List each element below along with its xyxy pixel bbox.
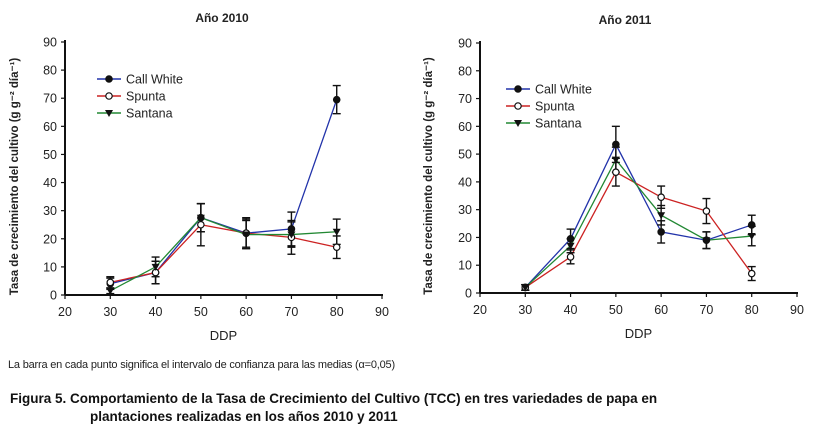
marker-filled-circle [566, 235, 575, 243]
x-tick-label: 40 [564, 303, 578, 317]
x-tick-label: 60 [239, 305, 253, 319]
marker-open-circle [105, 92, 113, 100]
chart-2011: Año 2011 0 10 20 30 40 50 60 70 80 90 20 30 40 50 60 70 8… [423, 13, 804, 341]
marker-open-circle [566, 253, 575, 261]
y-tick-label: 10 [458, 259, 472, 273]
marker-triangle-down [747, 233, 756, 241]
legend: Call White Spunta Santana [97, 73, 183, 121]
series-line-call-white [110, 99, 338, 285]
figure-caption: Figura 5. Comportamiento de la Tasa de C… [10, 390, 810, 426]
caption-line-2: plantaciones realizadas en los años 2010… [90, 409, 398, 424]
series-line-spunta [524, 171, 753, 288]
marker-triangle-down [332, 228, 341, 236]
marker-filled-circle [514, 85, 522, 93]
series-line-call-white [524, 142, 752, 288]
y-tick-label: 60 [458, 120, 472, 134]
marker-triangle-down [611, 156, 620, 164]
chart-title: Año 2011 [599, 13, 652, 27]
y-tick-label: 20 [458, 231, 472, 245]
marker-triangle-down [105, 110, 113, 117]
y-tick-label: 90 [43, 36, 57, 50]
legend-label: Santana [126, 107, 173, 121]
marker-open-circle [702, 207, 711, 215]
chart-title: Año 2010 [195, 11, 249, 25]
x-tick-label: 30 [518, 303, 532, 317]
x-tick-label: 90 [375, 305, 389, 319]
chart-2010: Año 2010 0 10 20 30 40 50 60 70 80 90 20 30 40 50 60 70 8… [9, 11, 389, 343]
marker-open-circle [332, 243, 341, 252]
marker-open-circle [514, 102, 522, 110]
x-tick-label: 50 [194, 305, 208, 319]
y-axis-label: Tasa de crecimiento del cultivo (g g⁻² d… [9, 58, 21, 296]
y-tick-label: 90 [458, 37, 472, 51]
marker-triangle-down [514, 120, 522, 127]
marker-triangle-down [242, 231, 251, 239]
marker-open-circle [657, 193, 665, 201]
confidence-interval-note: La barra en cada punto significa el inte… [8, 359, 395, 371]
legend-label: Santana [535, 117, 582, 131]
x-tick-label: 50 [609, 303, 623, 317]
marker-filled-circle [332, 95, 341, 104]
series-line-santana [524, 158, 752, 288]
marker-open-circle [106, 278, 115, 287]
y-tick-label: 10 [43, 260, 57, 274]
marker-triangle-down [151, 263, 160, 271]
x-tick-label: 90 [790, 303, 804, 317]
marker-triangle-down [566, 242, 575, 250]
y-tick-label: 0 [465, 287, 472, 301]
y-tick-label: 0 [50, 289, 57, 303]
x-tick-label: 20 [58, 305, 72, 319]
marker-filled-circle [105, 75, 113, 83]
legend-label: Call White [535, 83, 592, 97]
y-axis-label: Tasa de crecimiento del cultivo (g g⁻² d… [423, 57, 435, 295]
y-tick-label: 50 [43, 148, 57, 162]
y-tick-label: 30 [43, 204, 57, 218]
marker-open-circle [197, 220, 205, 229]
marker-triangle-down [657, 212, 666, 220]
marker-open-circle [612, 168, 620, 176]
y-tick-label: 40 [458, 175, 472, 189]
x-axis-label: DDP [210, 328, 237, 343]
x-tick-label: 20 [473, 303, 487, 317]
marker-triangle-down [702, 237, 711, 245]
caption-line-1: Figura 5. Comportamiento de la Tasa de C… [10, 391, 658, 406]
y-tick-label: 80 [43, 64, 57, 78]
marker-filled-circle [612, 140, 620, 149]
series-line-spunta [110, 224, 337, 283]
y-tick-label: 40 [43, 176, 57, 190]
marker-filled-circle [287, 225, 296, 233]
x-tick-label: 80 [330, 305, 344, 319]
y-tick-label: 60 [43, 120, 57, 134]
marker-filled-circle [747, 221, 756, 229]
y-tick-label: 80 [458, 64, 472, 78]
x-tick-label: 80 [745, 303, 759, 317]
x-tick-label: 60 [654, 303, 668, 317]
y-tick-label: 70 [458, 92, 472, 106]
marker-open-circle [747, 269, 756, 278]
x-axis-label: DDP [625, 326, 652, 341]
y-tick-label: 20 [43, 232, 57, 246]
x-tick-label: 70 [284, 305, 298, 319]
x-tick-label: 30 [103, 305, 117, 319]
figure-charts: Año 2010 0 10 20 30 40 50 60 70 80 90 20 30 40 50 60 70 8… [9, 11, 804, 343]
y-tick-label: 50 [458, 148, 472, 162]
marker-filled-circle [657, 228, 665, 236]
legend: Call White Spunta Santana [506, 83, 592, 131]
marker-triangle-down [521, 284, 530, 292]
legend-label: Spunta [126, 90, 166, 104]
marker-triangle-down [106, 287, 115, 295]
marker-triangle-down [287, 231, 296, 239]
marker-triangle-down [196, 214, 205, 222]
y-tick-label: 70 [43, 92, 57, 106]
x-tick-label: 40 [149, 305, 163, 319]
y-tick-label: 30 [458, 203, 472, 217]
legend-label: Call White [126, 73, 183, 87]
legend-label: Spunta [535, 100, 575, 114]
x-tick-label: 70 [699, 303, 713, 317]
series-line-santana [109, 216, 337, 292]
